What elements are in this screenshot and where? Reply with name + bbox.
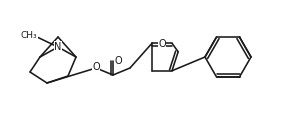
Text: N: N [54,42,62,52]
Text: O: O [92,62,100,72]
Text: O: O [158,39,166,49]
Text: O: O [114,56,122,66]
Text: CH₃: CH₃ [21,30,37,40]
